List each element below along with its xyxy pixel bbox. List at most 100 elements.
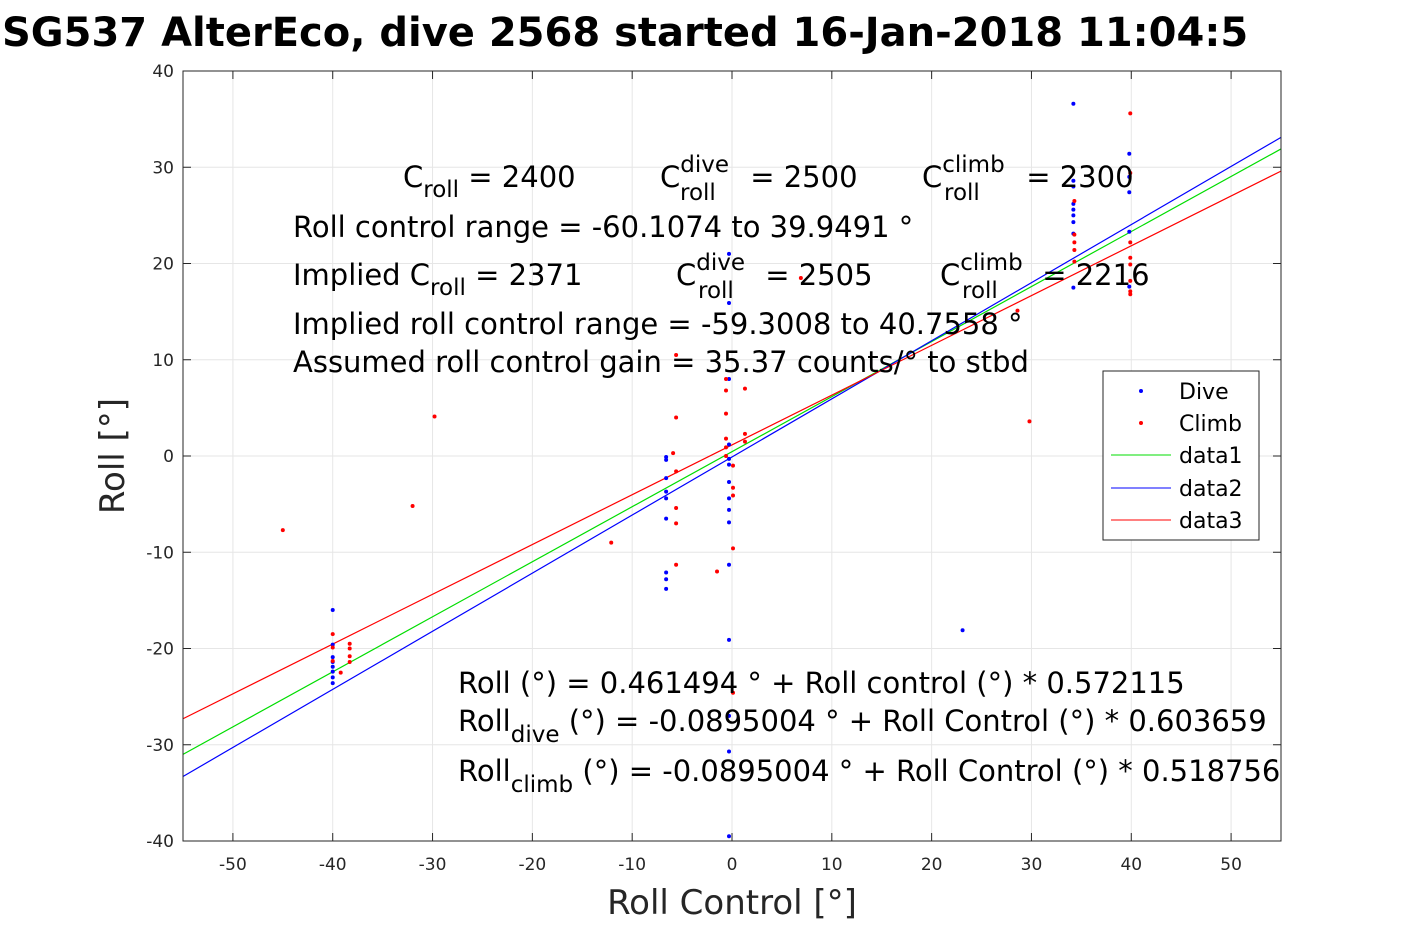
point-dive	[330, 642, 335, 647]
y-tick-label: 0	[163, 447, 174, 467]
point-dive	[1127, 229, 1132, 234]
x-tick-label: 50	[1220, 855, 1242, 875]
annotation-implied-range: Implied roll control range = -59.3008 to…	[293, 307, 1023, 341]
plot-frame	[182, 70, 1282, 842]
point-climb	[674, 352, 679, 357]
fit-line-data3	[182, 170, 1282, 720]
legend-marker-climb	[1139, 421, 1143, 425]
fit-dive-rest: (°) = -0.0895004 ° + Roll Control (°) * …	[559, 704, 1266, 738]
point-dive	[664, 516, 669, 521]
point-climb	[1072, 259, 1077, 264]
point-dive	[330, 655, 335, 660]
point-climb	[1128, 289, 1133, 294]
point-dive	[727, 251, 732, 256]
point-climb	[724, 388, 729, 393]
point-climb	[724, 411, 729, 416]
point-climb	[347, 646, 352, 651]
point-dive	[1071, 285, 1076, 290]
point-dive	[727, 442, 732, 447]
grid	[183, 70, 1281, 842]
chart-title: SG537 AlterEco, dive 2568 started 16-Jan…	[2, 10, 1248, 56]
y-tick-label: -30	[146, 736, 174, 756]
c-roll-dive-sub: roll	[680, 180, 716, 206]
legend: Dive Climb data1 data2 data3	[1102, 370, 1260, 541]
fit-line-data1	[182, 148, 1282, 755]
c-roll-climb-sup: climb	[942, 152, 1004, 178]
point-dive	[664, 489, 669, 494]
point-dive	[664, 496, 669, 501]
annotation-implied-c-climb: Cclimb roll = 2216	[940, 250, 1150, 304]
y-tick-label: 40	[152, 62, 174, 82]
point-climb	[338, 670, 343, 675]
c-roll-value: = 2400	[459, 160, 576, 194]
x-tick-label: 20	[921, 855, 943, 875]
annotation-fit-dive: Rolldive (°) = -0.0895004 ° + Roll Contr…	[458, 704, 1267, 748]
y-tick-label: 20	[152, 255, 174, 275]
y-axis-label: Roll [°]	[93, 398, 133, 514]
point-climb	[798, 275, 803, 280]
y-tick-labels: -40 -30 -20 -10 0 10 20 30 40	[146, 62, 174, 852]
implied-c-roll-sub: roll	[430, 275, 466, 301]
point-climb	[724, 454, 729, 458]
y-tick-label: -40	[146, 832, 174, 852]
point-climb	[724, 377, 729, 381]
legend-label-data2: data2	[1179, 477, 1243, 502]
x-tick-label: 40	[1120, 855, 1142, 875]
point-climb	[671, 451, 676, 456]
point-climb	[330, 659, 335, 664]
point-dive	[664, 577, 669, 582]
point-dive	[1071, 101, 1076, 106]
fit-lines	[182, 136, 1282, 778]
c-roll-dive-value: = 2500	[741, 160, 858, 194]
x-tick-label: -50	[219, 855, 247, 875]
point-climb	[347, 641, 352, 646]
implied-c-dive-base: C	[676, 258, 696, 292]
implied-c-dive-sub: roll	[698, 278, 734, 304]
x-tick-label: -30	[419, 855, 447, 875]
annotation-implied-c-roll: Implied Croll = 2371	[293, 258, 582, 301]
point-dive	[664, 586, 669, 591]
implied-c-roll-prefix: Implied C	[293, 258, 430, 292]
point-dive	[727, 520, 732, 525]
point-dive	[1071, 213, 1076, 218]
c-roll-base: C	[403, 160, 423, 194]
c-roll-climb-base: C	[922, 160, 942, 194]
implied-c-dive-sup: dive	[696, 250, 745, 276]
point-climb	[330, 645, 335, 650]
c-roll-dive-base: C	[660, 160, 680, 194]
point-dive	[664, 454, 669, 459]
point-climb	[724, 445, 729, 450]
point-climb	[330, 632, 335, 637]
point-climb	[432, 414, 437, 419]
point-climb	[1072, 198, 1077, 203]
point-dive	[960, 628, 965, 633]
point-climb	[674, 562, 679, 567]
x-tick-label: 30	[1021, 855, 1043, 875]
fit-climb-rest: (°) = -0.0895004 ° + Roll Control (°) * …	[573, 754, 1280, 788]
point-dive	[664, 476, 669, 481]
implied-c-dive-value: = 2505	[756, 258, 873, 292]
point-dive	[330, 664, 335, 669]
point-dive	[330, 608, 335, 612]
annotation-range: Roll control range = -60.1074 to 39.9491…	[293, 210, 913, 244]
annotation-gain: Assumed roll control gain = 35.37 counts…	[293, 345, 1029, 379]
point-dive	[1127, 190, 1132, 195]
point-climb	[1128, 171, 1133, 176]
implied-c-climb-base: C	[940, 258, 960, 292]
point-dive	[727, 479, 732, 484]
implied-c-roll-value: = 2371	[466, 258, 583, 292]
x-tick-label: 10	[821, 855, 843, 875]
point-climb	[1027, 419, 1032, 424]
point-climb	[1128, 262, 1133, 267]
point-climb	[730, 485, 735, 490]
point-climb	[674, 415, 679, 420]
point-dive	[1071, 207, 1076, 212]
legend-label-climb: Climb	[1179, 412, 1242, 437]
point-climb	[715, 569, 720, 574]
point-dive	[727, 507, 732, 512]
data-points	[280, 101, 1133, 839]
point-climb	[1128, 240, 1133, 245]
point-climb	[674, 469, 679, 474]
legend-label-data3: data3	[1179, 509, 1243, 534]
point-dive	[727, 456, 732, 461]
